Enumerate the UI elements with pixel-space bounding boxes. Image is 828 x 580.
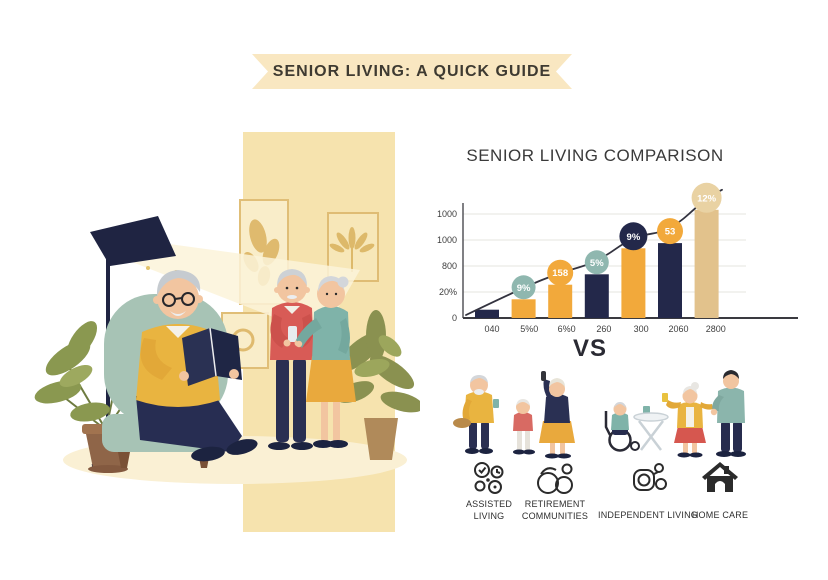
category-label: RETIREMENT COMMUNITIES bbox=[521, 499, 589, 521]
svg-text:9%: 9% bbox=[517, 283, 531, 294]
senior-group-left bbox=[453, 371, 575, 459]
category-independent-living: INDEPENDENT LIVING bbox=[586, 458, 710, 522]
standing-senior-woman bbox=[295, 276, 356, 448]
svg-text:12%: 12% bbox=[697, 193, 717, 204]
svg-text:040: 040 bbox=[484, 324, 499, 334]
svg-text:0: 0 bbox=[452, 313, 457, 323]
seniors-groups-svg bbox=[453, 370, 746, 459]
category-label: HOME CARE bbox=[691, 510, 749, 520]
svg-text:20%: 20% bbox=[439, 287, 457, 297]
svg-text:800: 800 bbox=[442, 261, 457, 271]
svg-text:6%0: 6%0 bbox=[558, 324, 576, 334]
category-row: ASSISTED LIVING RETIREMENT COMMUNITIES bbox=[0, 458, 828, 534]
home-care-icon bbox=[702, 462, 738, 492]
independent-living-icon bbox=[633, 463, 667, 491]
svg-text:5%: 5% bbox=[590, 258, 604, 269]
svg-text:300: 300 bbox=[634, 324, 649, 334]
chart-title: SENIOR LIVING COMPARISON bbox=[466, 146, 724, 165]
potted-plant-right bbox=[335, 310, 424, 460]
banner-title: SENIOR LIVING: A QUICK GUIDE bbox=[272, 62, 552, 80]
seniors-comparison-illustration bbox=[440, 363, 770, 460]
svg-text:2060: 2060 bbox=[668, 324, 688, 334]
senior-group-right bbox=[604, 370, 746, 458]
comparison-chart: 0 20% 800 1000 1000 9% 158 5% 9% 53 12% 040 5%0 6%0 26… bbox=[437, 182, 798, 334]
reading-senior bbox=[136, 270, 258, 462]
category-label: INDEPENDENT LIVING bbox=[598, 510, 698, 520]
retirement-communities-icon bbox=[537, 463, 573, 494]
living-room-svg bbox=[34, 132, 424, 532]
phone bbox=[288, 326, 297, 342]
svg-text:1000: 1000 bbox=[437, 235, 457, 245]
book bbox=[182, 327, 242, 386]
svg-text:9%: 9% bbox=[627, 232, 641, 243]
svg-text:260: 260 bbox=[596, 324, 611, 334]
glasses-icon bbox=[162, 292, 195, 307]
vs-label: VS bbox=[572, 335, 607, 362]
category-home-care: HOME CARE bbox=[682, 458, 758, 522]
title-banner: SENIOR LIVING: A QUICK GUIDE bbox=[252, 54, 572, 89]
table bbox=[633, 406, 669, 451]
svg-text:158: 158 bbox=[552, 268, 568, 279]
category-label: ASSISTED LIVING bbox=[465, 499, 513, 521]
living-room-illustration bbox=[30, 100, 424, 540]
svg-text:53: 53 bbox=[665, 227, 676, 238]
svg-text:1000: 1000 bbox=[437, 209, 457, 219]
category-assisted-living: ASSISTED LIVING bbox=[452, 458, 526, 522]
category-retirement-communities: RETIREMENT COMMUNITIES bbox=[513, 458, 597, 522]
svg-text:2800: 2800 bbox=[706, 324, 726, 334]
assisted-living-icon bbox=[474, 462, 504, 494]
svg-text:5%0: 5%0 bbox=[520, 324, 538, 334]
